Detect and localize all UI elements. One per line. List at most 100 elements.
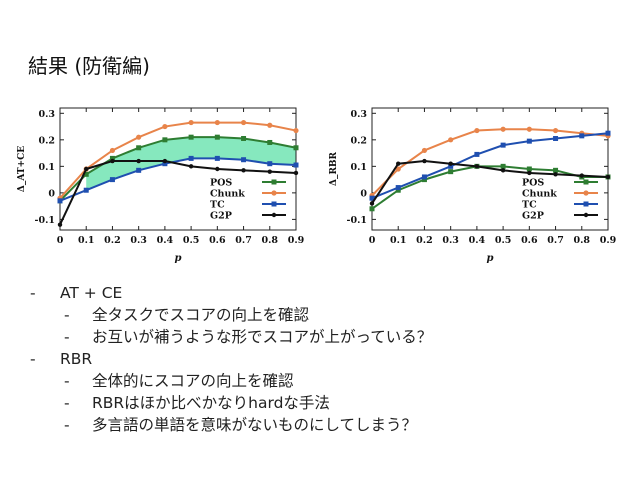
right-xtick-label-0: 0 xyxy=(369,235,376,246)
right-series-pos-point-0 xyxy=(369,206,375,212)
left-series-g2p-point-9 xyxy=(293,170,299,176)
right-xtick-label-2: 0.2 xyxy=(416,235,433,246)
right-series-tc-point-3 xyxy=(448,163,454,169)
left-xtick-label-1: 0.1 xyxy=(78,235,95,246)
right-series-g2p-point-7 xyxy=(553,172,558,177)
right-legend-label-g2p: G2P xyxy=(522,211,544,222)
left-ylabel: Δ_AT+CE xyxy=(17,146,27,192)
left-series-pos-point-4 xyxy=(162,137,168,143)
slide-title: 結果 (防衛編) xyxy=(28,54,150,78)
right-series-tc-point-5 xyxy=(500,142,506,148)
left-legend-label-g2p: G2P xyxy=(210,211,232,222)
right-series-pos-point-6 xyxy=(526,166,532,172)
bullet-at-ce-improvement: 全タスクでスコアの向上を確認 xyxy=(30,304,432,326)
right-series-chunk-point-1 xyxy=(395,166,401,172)
left-xtick-label-5: 0.5 xyxy=(183,235,200,246)
left-legend-marker-pos xyxy=(271,179,277,185)
right-ytick-label-3: 0.2 xyxy=(350,135,367,146)
left-series-chunk-point-3 xyxy=(136,134,142,140)
right-series-pos-point-5 xyxy=(500,163,506,169)
left-series-pos-point-7 xyxy=(241,136,247,141)
left-xtick-label-7: 0.7 xyxy=(235,235,252,246)
left-series-g2p-point-8 xyxy=(267,169,272,174)
left-ytick-label-1: 0 xyxy=(48,188,55,199)
left-series-pos-point-3 xyxy=(136,145,142,151)
right-series-pos-point-2 xyxy=(421,177,427,183)
left-legend-label-pos: POS xyxy=(210,178,232,189)
left-ytick-label-0: -0.1 xyxy=(35,215,55,226)
left-series-chunk-point-6 xyxy=(214,119,220,126)
right-series-g2p-point-1 xyxy=(396,161,401,166)
left-series-pos-point-1 xyxy=(83,171,89,177)
right-series-g2p-point-2 xyxy=(422,158,427,164)
left-series-tc-point-0 xyxy=(57,198,63,204)
left-series-g2p-point-5 xyxy=(188,164,194,169)
right-xtick-label-5: 0.5 xyxy=(495,235,512,246)
left-series-g2p-point-0 xyxy=(57,222,63,227)
left-series-tc-point-1 xyxy=(83,187,89,193)
bullet-rbr-improvement: 全体的にスコアの向上を確認 xyxy=(30,370,432,392)
right-plot-frame xyxy=(371,107,609,231)
right-xtick-label-1: 0.1 xyxy=(390,235,407,246)
right-series-pos-point-3 xyxy=(448,169,454,175)
left-series-tc-point-3 xyxy=(136,167,142,173)
left-series-tc-point-5 xyxy=(188,155,194,161)
left-series-tc-point-8 xyxy=(267,161,273,167)
right-series-g2p-point-3 xyxy=(448,161,453,166)
right-series-tc-point-1 xyxy=(395,185,401,191)
left-series-g2p-point-7 xyxy=(241,168,246,173)
right-series-tc-point-0 xyxy=(369,195,375,201)
bullet-at-ce: AT + CE xyxy=(30,282,432,304)
left-series-tc-point-2 xyxy=(109,177,115,183)
right-series-chunk-point-5 xyxy=(500,126,506,132)
left-series-g2p-point-2 xyxy=(110,158,115,164)
left-xtick-label-9: 0.9 xyxy=(288,235,305,246)
left-series-pos-point-9 xyxy=(293,145,299,151)
right-series-chunk-point-4 xyxy=(474,127,480,134)
left-series-g2p-point-3 xyxy=(136,158,141,164)
right-xlabel: p xyxy=(487,253,494,264)
right-series-pos-line xyxy=(371,165,608,210)
left-xtick-label-8: 0.8 xyxy=(262,235,279,246)
right-series-tc-point-2 xyxy=(421,174,427,180)
left-legend-label-tc: TC xyxy=(210,200,225,211)
right-series-pos-point-7 xyxy=(553,167,559,173)
right-legend-marker-pos xyxy=(583,179,589,185)
right-series-tc-point-9 xyxy=(605,130,611,136)
right-series-g2p-point-9 xyxy=(605,174,611,180)
left-legend-marker-tc xyxy=(271,201,277,207)
bullet-list: AT + CE 全タスクでスコアの向上を確認 お互いが補うような形でスコアが上が… xyxy=(30,282,432,436)
left-shaded-region xyxy=(86,137,296,191)
right-series-chunk-point-3 xyxy=(448,137,454,143)
right-ylabel: Δ_RBR xyxy=(329,151,339,186)
left-series-tc-line xyxy=(59,157,297,202)
right-ytick-label-0: -0.1 xyxy=(347,215,367,226)
right-xtick-label-4: 0.4 xyxy=(469,235,486,246)
left-series-pos-line xyxy=(59,136,297,202)
left-ytick-label-4: 0.3 xyxy=(38,109,55,120)
left-series-tc-point-7 xyxy=(241,157,247,163)
right-legend-marker-chunk xyxy=(583,190,589,196)
left-legend-marker-chunk xyxy=(271,190,277,196)
chart-at-ce: -0.100.10.20.30 0.1 0.2 0.3 0.4 0.5 0.6 0.7 0.8 0… xyxy=(17,107,305,264)
right-series-tc-point-8 xyxy=(579,133,585,139)
left-series-chunk-point-4 xyxy=(162,123,168,130)
right-series-g2p-point-6 xyxy=(527,170,532,176)
right-xtick-label-8: 0.8 xyxy=(574,235,591,246)
right-xtick-label-7: 0.7 xyxy=(547,235,564,246)
left-series-g2p-point-1 xyxy=(84,166,89,172)
left-series-chunk-point-2 xyxy=(109,147,116,154)
right-ytick-label-1: 0 xyxy=(360,188,367,199)
left-xtick-label-3: 0.3 xyxy=(130,235,147,246)
right-series-chunk-point-6 xyxy=(526,126,532,132)
right-ytick-label-2: 0.1 xyxy=(350,162,367,173)
left-xtick-label-0: 0 xyxy=(57,235,64,246)
right-series-g2p-point-8 xyxy=(579,173,584,178)
right-legend-marker-tc xyxy=(583,201,589,207)
right-series-chunk-line xyxy=(371,128,609,197)
right-legend-label-pos: POS xyxy=(522,178,544,189)
left-series-pos-point-2 xyxy=(109,155,115,161)
left-series-pos-point-8 xyxy=(267,139,273,145)
right-series-g2p-point-0 xyxy=(369,201,375,206)
right-legend-label-chunk: Chunk xyxy=(522,189,557,200)
